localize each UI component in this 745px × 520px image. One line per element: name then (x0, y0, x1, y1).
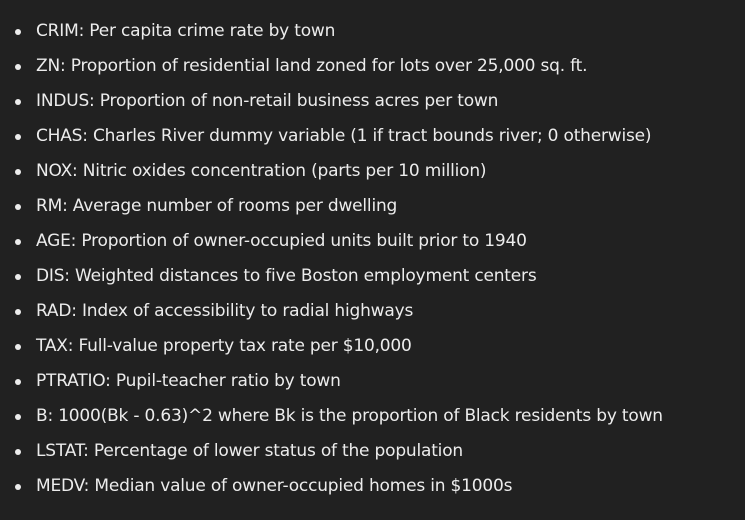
list-item: LSTAT: Percentage of lower status of the… (0, 434, 745, 469)
list-item-text: AGE: Proportion of owner-occupied units … (36, 231, 527, 251)
list-item: MEDV: Median value of owner-occupied hom… (0, 469, 745, 504)
list-item-text: CRIM: Per capita crime rate by town (36, 21, 336, 41)
bullet-icon (15, 309, 21, 315)
list-item-text: LSTAT: Percentage of lower status of the… (36, 441, 463, 461)
bullet-icon (15, 344, 21, 350)
list-item-text: ZN: Proportion of residential land zoned… (36, 56, 588, 76)
list-item: NOX: Nitric oxides concentration (parts … (0, 154, 745, 189)
feature-description-list: CRIM: Per capita crime rate by town ZN: … (0, 14, 745, 504)
list-item-text: TAX: Full-value property tax rate per $1… (36, 336, 412, 356)
bullet-icon (15, 484, 21, 490)
list-item-text: DIS: Weighted distances to five Boston e… (36, 266, 537, 286)
list-item: PTRATIO: Pupil-teacher ratio by town (0, 364, 745, 399)
bullet-icon (15, 274, 21, 280)
list-item-text: PTRATIO: Pupil-teacher ratio by town (36, 371, 341, 391)
bullet-icon (15, 204, 21, 210)
list-item: RAD: Index of accessibility to radial hi… (0, 294, 745, 329)
list-item: ZN: Proportion of residential land zoned… (0, 49, 745, 84)
list-item-text: CHAS: Charles River dummy variable (1 if… (36, 126, 652, 146)
list-item: AGE: Proportion of owner-occupied units … (0, 224, 745, 259)
list-item-text: B: 1000(Bk - 0.63)^2 where Bk is the pro… (36, 406, 663, 426)
bullet-icon (15, 29, 21, 35)
list-item-text: RAD: Index of accessibility to radial hi… (36, 301, 414, 321)
bullet-icon (15, 169, 21, 175)
bullet-icon (15, 379, 21, 385)
list-item: DIS: Weighted distances to five Boston e… (0, 259, 745, 294)
bullet-icon (15, 239, 21, 245)
list-item: CRIM: Per capita crime rate by town (0, 14, 745, 49)
list-item-text: MEDV: Median value of owner-occupied hom… (36, 476, 513, 496)
bullet-icon (15, 64, 21, 70)
list-item-text: INDUS: Proportion of non-retail business… (36, 91, 499, 111)
list-item-text: NOX: Nitric oxides concentration (parts … (36, 161, 487, 181)
list-item: CHAS: Charles River dummy variable (1 if… (0, 119, 745, 154)
list-item: INDUS: Proportion of non-retail business… (0, 84, 745, 119)
bullet-icon (15, 99, 21, 105)
bullet-icon (15, 414, 21, 420)
bullet-icon (15, 134, 21, 140)
bullet-icon (15, 449, 21, 455)
list-item: B: 1000(Bk - 0.63)^2 where Bk is the pro… (0, 399, 745, 434)
list-item: TAX: Full-value property tax rate per $1… (0, 329, 745, 364)
list-item: RM: Average number of rooms per dwelling (0, 189, 745, 224)
list-item-text: RM: Average number of rooms per dwelling (36, 196, 398, 216)
